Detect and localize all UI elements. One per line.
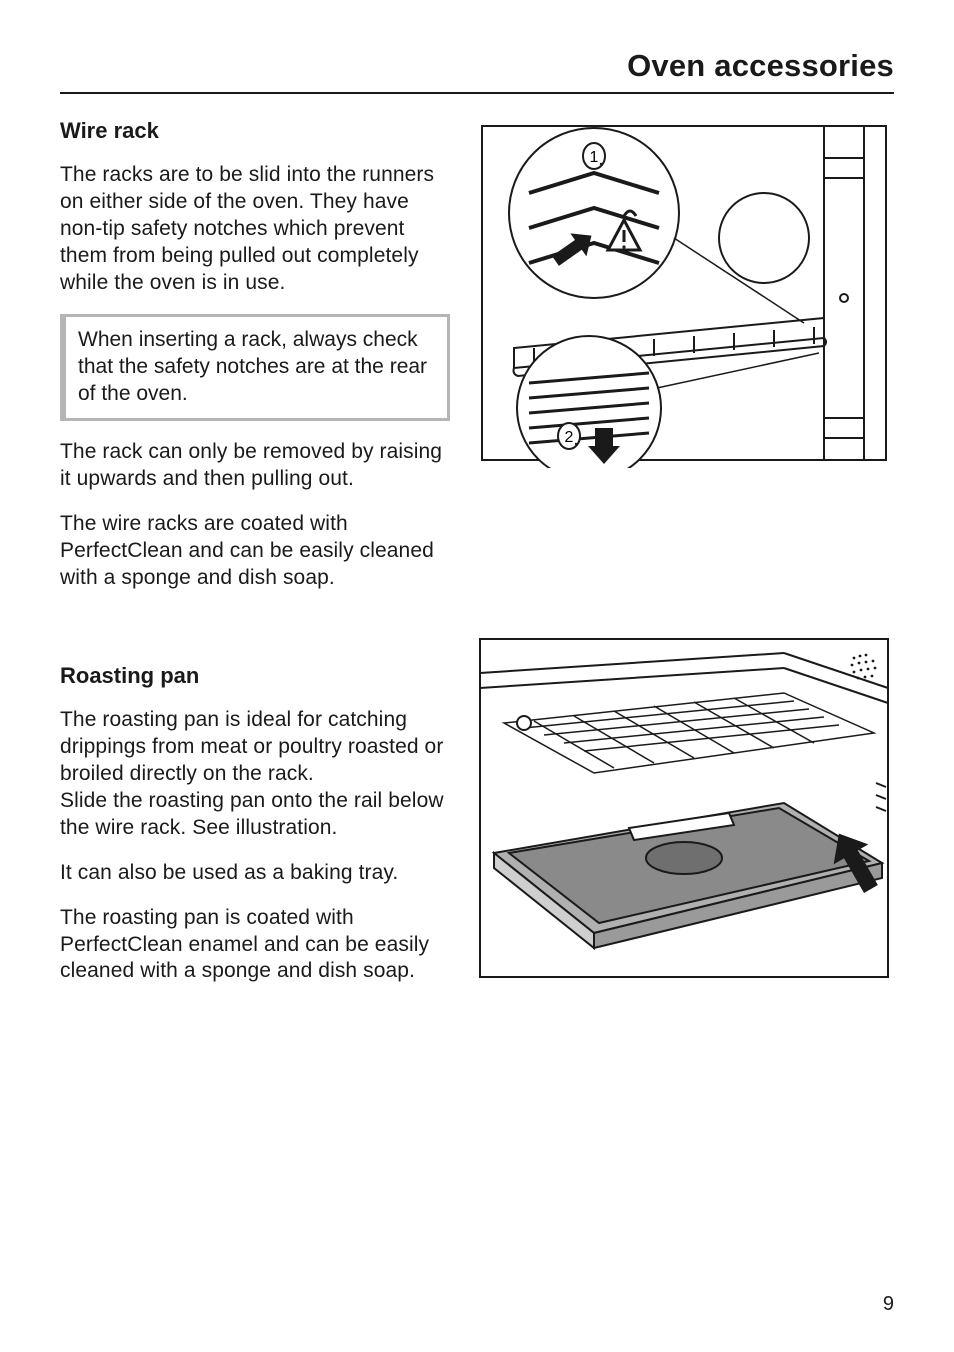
wire-rack-note: When inserting a rack, always check that…	[60, 314, 450, 421]
wire-rack-p3: The wire racks are coated with PerfectCl…	[60, 511, 450, 592]
roasting-pan-p3: The roasting pan is coated with PerfectC…	[60, 905, 450, 986]
wire-rack-heading: Wire rack	[60, 118, 450, 144]
roasting-pan-section: Roasting pan The roasting pan is ideal f…	[60, 663, 450, 985]
wire-rack-figure: 1	[474, 118, 894, 468]
callout-2-label: 2	[565, 429, 574, 446]
page: Oven accessories Wire rack The racks are…	[0, 0, 954, 1352]
right-column: 1	[474, 118, 894, 1003]
callout-1-label: 1	[590, 149, 599, 166]
content-columns: Wire rack The racks are to be slid into …	[60, 118, 894, 1003]
roasting-pan-p2: It can also be used as a baking tray.	[60, 860, 450, 887]
roasting-pan-heading: Roasting pan	[60, 663, 450, 689]
left-column: Wire rack The racks are to be slid into …	[60, 118, 450, 1003]
wire-rack-p1: The racks are to be slid into the runner…	[60, 162, 450, 296]
page-number: 9	[883, 1293, 894, 1316]
page-title: Oven accessories	[60, 48, 894, 94]
roasting-pan-p1: The roasting pan is ideal for catching d…	[60, 707, 450, 841]
wire-rack-p2: The rack can only be removed by raising …	[60, 439, 450, 493]
roasting-pan-figure	[474, 633, 894, 983]
